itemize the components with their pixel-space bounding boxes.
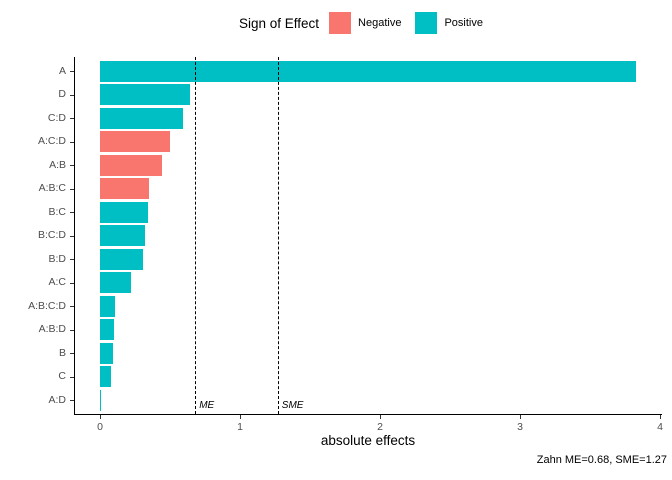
y-axis-label-b-c-d: B:C:D — [37, 229, 66, 241]
bar-a-b-c-d — [100, 295, 116, 317]
x-tick — [240, 415, 241, 419]
y-tick — [70, 400, 74, 401]
y-tick — [70, 329, 74, 331]
caption: Zahn ME=0.68, SME=1.27 — [536, 454, 667, 466]
bar-b-c — [100, 201, 148, 223]
legend-label-positive: Positive — [444, 17, 483, 29]
y-axis-label-c-d: C:D — [47, 111, 66, 124]
bar-d — [100, 84, 190, 105]
y-axis-label-a-c: A:C — [48, 276, 66, 288]
x-axis-tick-label: 3 — [517, 421, 523, 433]
y-axis-label-b-c: B:C — [48, 205, 66, 218]
legend-item-negative: Negative — [329, 12, 401, 34]
y-axis-label-a-b: A:B — [49, 158, 66, 171]
y-axis-label-a-d: A:D — [48, 393, 66, 406]
bar-a-d — [100, 389, 102, 411]
y-axis-line — [74, 57, 75, 415]
y-tick — [70, 259, 74, 260]
y-tick — [70, 353, 74, 354]
legend-swatch-negative-icon — [329, 12, 352, 34]
legend-item-positive: Positive — [415, 12, 483, 34]
y-tick — [70, 306, 74, 307]
y-tick — [70, 235, 74, 237]
x-tick — [380, 415, 381, 419]
bar-a-b-c — [100, 178, 149, 199]
sme-reference-label: SME — [281, 400, 304, 411]
legend-swatch-positive-icon — [415, 12, 438, 34]
y-tick — [70, 188, 74, 190]
bar-a-b — [100, 154, 162, 176]
y-tick — [70, 212, 74, 213]
bar-a-c — [100, 272, 131, 293]
x-tick — [100, 415, 101, 419]
me-reference-label: ME — [199, 400, 215, 411]
x-axis-tick-label: 4 — [657, 421, 663, 433]
legend-label-negative: Negative — [358, 17, 402, 29]
x-axis-title: absolute effects — [320, 433, 416, 448]
y-axis-label-b: B — [58, 346, 66, 359]
me-reference-line — [195, 57, 197, 414]
bar-a-c-d — [100, 131, 170, 152]
y-axis-label-a-b-c-d: A:B:C:D — [28, 299, 66, 312]
bar-c-d — [100, 107, 183, 129]
y-tick — [70, 141, 74, 143]
x-axis-line — [74, 414, 662, 415]
bar-c — [100, 366, 112, 387]
legend-title: Sign of Effect — [238, 15, 320, 31]
sme-reference-line — [277, 57, 279, 414]
bar-b-d — [100, 248, 144, 270]
x-axis-tick-label: 2 — [377, 421, 383, 433]
x-axis-tick-label: 1 — [237, 421, 243, 433]
bar-a-b-d — [100, 319, 114, 340]
x-axis-tick-label: 0 — [97, 421, 103, 433]
y-axis-label-a-b-c: A:B:C — [38, 182, 66, 194]
y-tick — [70, 94, 74, 96]
y-tick — [70, 71, 74, 72]
y-tick — [70, 165, 74, 166]
bar-a — [100, 60, 637, 82]
y-axis-label-b-d: B:D — [48, 252, 66, 265]
y-axis-label-a-c-d: A:C:D — [37, 135, 66, 147]
y-tick — [70, 376, 74, 378]
y-axis-label-a-b-d: A:B:D — [38, 323, 66, 335]
legend: Sign of Effect Negative Positive — [74, 12, 662, 34]
y-tick — [70, 118, 74, 119]
y-axis-label-c: C — [58, 370, 66, 382]
bar-b — [100, 342, 113, 364]
y-tick — [70, 282, 74, 284]
x-tick — [520, 415, 521, 419]
y-axis-label-d: D — [58, 88, 66, 100]
bar-b-c-d — [100, 225, 145, 246]
y-axis-label-a: A — [58, 64, 66, 77]
x-tick — [660, 415, 661, 419]
